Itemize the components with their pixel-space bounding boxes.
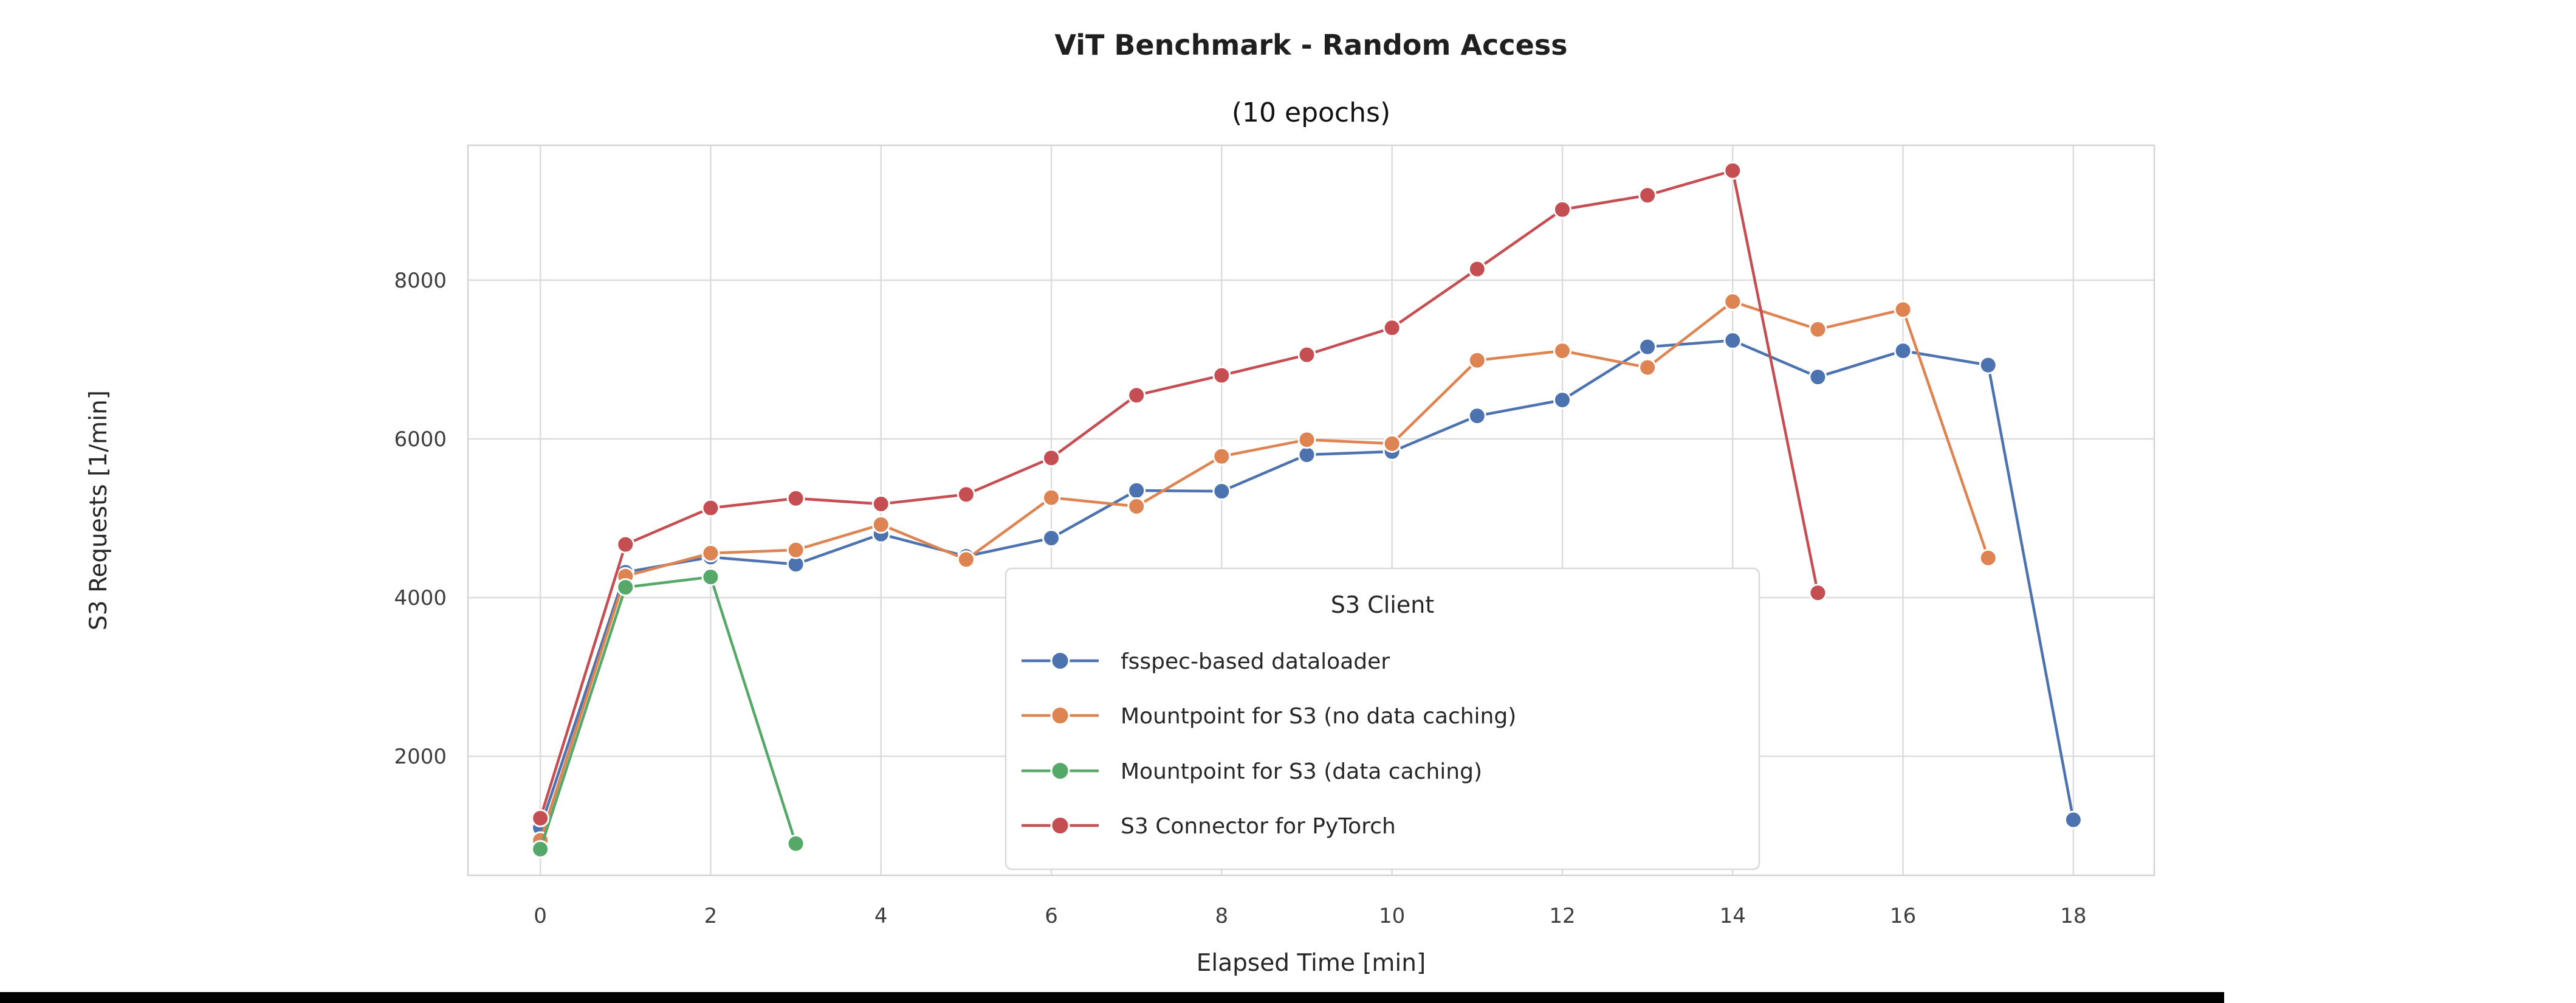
data-point: [616, 535, 635, 554]
legend-marker: [1050, 761, 1070, 781]
data-point: [701, 543, 720, 562]
chart-title: ViT Benchmark - Random Access: [1054, 29, 1567, 61]
data-point: [1127, 481, 1146, 500]
series-line: [538, 575, 797, 851]
legend-marker: [1050, 651, 1070, 670]
data-point: [871, 495, 890, 514]
data-point: [616, 578, 635, 597]
data-point: [701, 568, 720, 587]
data-point: [871, 515, 890, 534]
legend-box: [1005, 567, 1760, 870]
series-line: [538, 300, 1990, 842]
data-point: [1638, 337, 1657, 356]
chart-subtitle: (10 epochs): [1232, 97, 1390, 128]
data-point: [531, 839, 550, 858]
data-point: [1042, 449, 1061, 467]
data-point: [1553, 342, 1571, 360]
legend-item: S3 Connector for PyTorch: [1022, 814, 1396, 839]
data-point: [1297, 430, 1316, 449]
data-point: [1297, 446, 1316, 464]
data-point: [957, 485, 975, 504]
data-point: [1127, 386, 1146, 405]
x-tick-label: 10: [1379, 904, 1405, 928]
series-mountpoint-for-s3-data-caching-: [531, 568, 805, 858]
x-tick-label: 4: [874, 904, 888, 928]
y-tick-label: 6000: [394, 427, 447, 452]
data-point: [1468, 351, 1486, 370]
x-tick-label: 18: [2060, 904, 2086, 928]
data-point: [1553, 200, 1571, 219]
legend-item: Mountpoint for S3 (data caching): [1022, 759, 1482, 784]
data-point: [1808, 584, 1827, 602]
data-point: [1297, 345, 1316, 364]
data-point: [957, 550, 975, 569]
data-point: [1979, 548, 1997, 567]
data-point: [1212, 366, 1231, 385]
data-point: [701, 498, 720, 517]
legend-item-label: Mountpoint for S3 (no data caching): [1121, 704, 1516, 729]
data-point: [786, 834, 805, 853]
legend-item: Mountpoint for S3 (no data caching): [1022, 704, 1516, 729]
axes-spine: [467, 144, 2155, 877]
data-point: [786, 540, 805, 559]
x-tick-label: 6: [1045, 904, 1058, 928]
x-axis-label: Elapsed Time [min]: [1197, 950, 1426, 977]
data-point: [786, 489, 805, 508]
x-tick-label: 12: [1549, 904, 1575, 928]
legend: S3 Client fsspec-based dataloader Mountpoi…: [1005, 567, 1760, 870]
data-point: [1808, 320, 1827, 339]
data-point: [1894, 300, 1912, 319]
data-point: [1127, 497, 1146, 515]
data-point: [1894, 342, 1912, 360]
data-point: [1212, 447, 1231, 466]
window-bottom-edge: [0, 992, 2224, 1003]
y-tick-label: 8000: [394, 269, 447, 293]
series-s3-connector-for-pytorch: [531, 161, 1827, 828]
tick-labels: 2000 4000 6000 8000 0 2 4 6 8 10 12 14 16 18: [394, 269, 2086, 928]
legend-marker: [1050, 706, 1070, 725]
series-line: [538, 169, 1819, 820]
data-series: [531, 161, 2083, 858]
data-point: [2064, 810, 2083, 829]
data-point: [1382, 319, 1401, 337]
x-tick-label: 0: [534, 904, 547, 928]
legend-item-label: Mountpoint for S3 (data caching): [1121, 759, 1482, 784]
legend-item: fsspec-based dataloader: [1022, 649, 1390, 674]
legend-title: S3 Client: [1331, 591, 1434, 618]
y-axis-label: S3 Requests [1/min]: [85, 390, 112, 630]
data-point: [1723, 161, 1742, 180]
data-point: [1468, 407, 1486, 426]
data-point: [1723, 292, 1742, 311]
legend-marker: [1050, 816, 1070, 835]
data-point: [1638, 358, 1657, 377]
data-point: [1212, 482, 1231, 501]
y-tick-label: 4000: [394, 586, 447, 610]
x-tick-label: 8: [1215, 904, 1229, 928]
plot-border: [467, 144, 2155, 877]
legend-item-label: fsspec-based dataloader: [1121, 649, 1390, 674]
y-tick-label: 2000: [394, 745, 447, 769]
x-tick-label: 2: [704, 904, 718, 928]
data-point: [1042, 529, 1061, 548]
x-tick-label: 14: [1720, 904, 1746, 928]
data-point: [1723, 331, 1742, 350]
x-tick-label: 16: [1890, 904, 1916, 928]
data-point: [1468, 260, 1486, 278]
data-point: [1808, 368, 1827, 387]
data-point: [1979, 356, 1997, 374]
data-point: [1553, 391, 1571, 410]
legend-item-label: S3 Connector for PyTorch: [1121, 814, 1396, 839]
data-point: [1382, 434, 1401, 453]
data-point: [1042, 488, 1061, 507]
data-point: [1638, 186, 1657, 205]
data-point: [531, 809, 550, 828]
